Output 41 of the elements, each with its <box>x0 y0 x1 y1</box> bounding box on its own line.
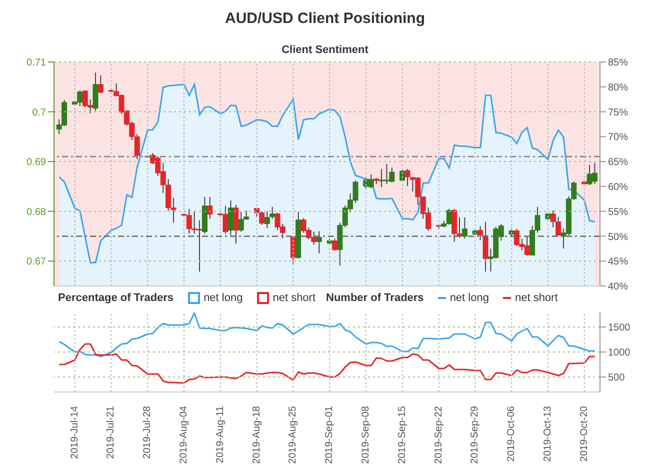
y-tick-label: 500 <box>608 372 626 384</box>
x-tick-label: 2019-Oct-06 <box>506 406 518 462</box>
x-tick-label: 2019-Oct-13 <box>542 406 554 462</box>
band-label: net short <box>272 292 316 304</box>
legend-title: Percentage of Traders <box>58 292 174 304</box>
y-tick-label: 0.71 <box>26 58 46 69</box>
legend-label: net long <box>202 292 243 304</box>
y2-tick-label: 55% <box>608 206 628 218</box>
y-tick-label: 0.67 <box>26 256 46 268</box>
y-tick-label: 0.69 <box>26 157 46 168</box>
x-tick-label: 2019-Aug-18 <box>251 406 262 464</box>
y2-tick-label: 40% <box>608 282 628 293</box>
x-tick-label: 2019-Sep-29 <box>470 406 481 464</box>
x-tick-label: 2019-Aug-04 <box>178 406 190 464</box>
x-tick-label: 2019-Aug-11 <box>214 406 226 464</box>
x-tick-label: 2019-Sep-08 <box>360 406 372 464</box>
x-tick-label: 2019-Sep-15 <box>396 406 408 464</box>
x-tick-label: 2019-Sep-01 <box>324 406 336 464</box>
y2-tick-label: 60% <box>608 182 628 193</box>
x-tick-label: 2019-Aug-25 <box>288 406 299 464</box>
legend-label: net long <box>448 292 489 304</box>
x-tick-label: 2019-Jul-14 <box>69 406 80 459</box>
y2-tick-label: 70% <box>608 132 628 144</box>
x-tick-label: 2019-Jul-28 <box>142 406 154 459</box>
y2-tick-label: 65% <box>608 157 628 168</box>
y-tick-label: 0.68 <box>26 206 46 218</box>
x-tick-label: 2019-Sep-22 <box>433 406 444 464</box>
chart-subtitle: Client Sentiment <box>280 44 370 56</box>
y-tick-label: 1000 <box>608 348 631 359</box>
y-tick-label: 1500 <box>608 322 631 334</box>
y2-tick-label: 50% <box>608 232 628 243</box>
y2-tick-label: 45% <box>608 256 628 268</box>
y2-tick-label: 75% <box>608 107 628 118</box>
y2-tick-label: 80% <box>608 82 628 94</box>
legend-title: Number of Traders <box>326 292 424 304</box>
chart-title: AUD/USD Client Positioning <box>224 10 426 27</box>
x-tick-label: 2019-Jul-21 <box>106 406 117 459</box>
y-tick-label: 0.7 <box>32 107 46 118</box>
x-tick-label: 2019-Oct-20 <box>578 406 590 462</box>
legend-label: net short <box>514 292 558 304</box>
y2-tick-label: 85% <box>608 58 628 69</box>
